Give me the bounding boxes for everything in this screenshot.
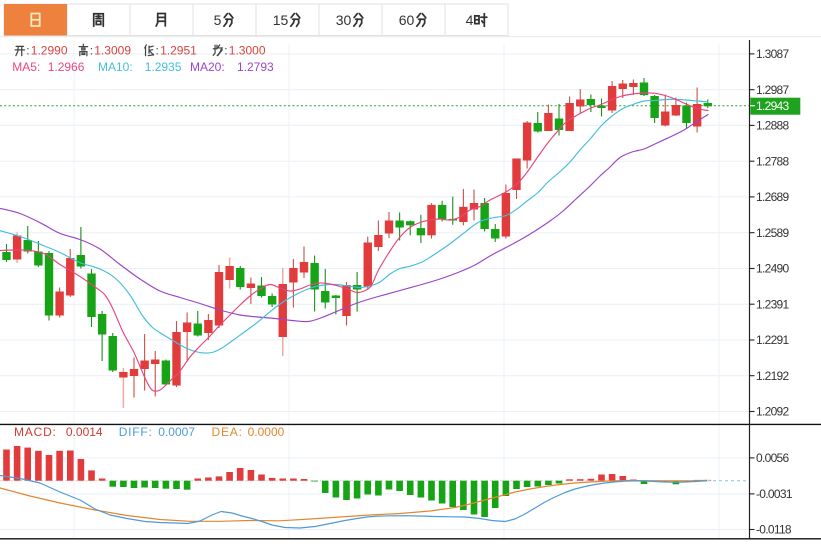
svg-text::: : xyxy=(90,44,93,58)
svg-text:4: 4 xyxy=(466,12,474,28)
svg-text:DEA:: DEA: xyxy=(212,425,243,439)
svg-text:MA20:: MA20: xyxy=(190,60,225,74)
svg-text:MACD:: MACD: xyxy=(14,425,57,439)
svg-text:1.2689: 1.2689 xyxy=(756,190,790,204)
svg-text:1.2966: 1.2966 xyxy=(48,60,85,74)
svg-text:0.0056: 0.0056 xyxy=(756,451,790,465)
svg-text:60: 60 xyxy=(399,12,415,28)
svg-text:0.0000: 0.0000 xyxy=(248,425,285,439)
svg-text:-0.0118: -0.0118 xyxy=(756,523,792,537)
svg-text::: : xyxy=(224,44,227,58)
svg-text:1.2291: 1.2291 xyxy=(756,333,790,347)
svg-text:1.2092: 1.2092 xyxy=(756,405,790,419)
svg-text:15: 15 xyxy=(273,12,289,28)
svg-text:1.2589: 1.2589 xyxy=(756,226,790,240)
svg-text:1.2935: 1.2935 xyxy=(145,60,182,74)
svg-text:5: 5 xyxy=(214,12,222,28)
svg-text:1.2990: 1.2990 xyxy=(31,44,68,58)
svg-text:1.2951: 1.2951 xyxy=(160,44,197,58)
svg-text:1.2490: 1.2490 xyxy=(756,262,790,276)
svg-text:1.2943: 1.2943 xyxy=(756,99,790,113)
svg-text:1.2391: 1.2391 xyxy=(756,297,790,311)
svg-text:1.2192: 1.2192 xyxy=(756,369,790,383)
svg-text:DIFF:: DIFF: xyxy=(119,425,153,439)
svg-text:1.2987: 1.2987 xyxy=(756,83,790,97)
svg-text:1.3000: 1.3000 xyxy=(229,44,266,58)
svg-text::: : xyxy=(26,44,29,58)
svg-text:30: 30 xyxy=(336,12,352,28)
svg-text:MA10:: MA10: xyxy=(98,60,133,74)
svg-text:MA5:: MA5: xyxy=(12,60,40,74)
svg-text:1.2888: 1.2888 xyxy=(756,119,790,133)
svg-text:1.2788: 1.2788 xyxy=(756,154,790,168)
svg-text::: : xyxy=(156,44,159,58)
svg-text:1.2793: 1.2793 xyxy=(237,60,274,74)
svg-text:1.3009: 1.3009 xyxy=(94,44,131,58)
svg-text:0.0007: 0.0007 xyxy=(158,425,195,439)
svg-text:1.3087: 1.3087 xyxy=(756,47,790,61)
svg-text:0.0014: 0.0014 xyxy=(66,425,103,439)
svg-text:-0.0031: -0.0031 xyxy=(756,487,793,501)
